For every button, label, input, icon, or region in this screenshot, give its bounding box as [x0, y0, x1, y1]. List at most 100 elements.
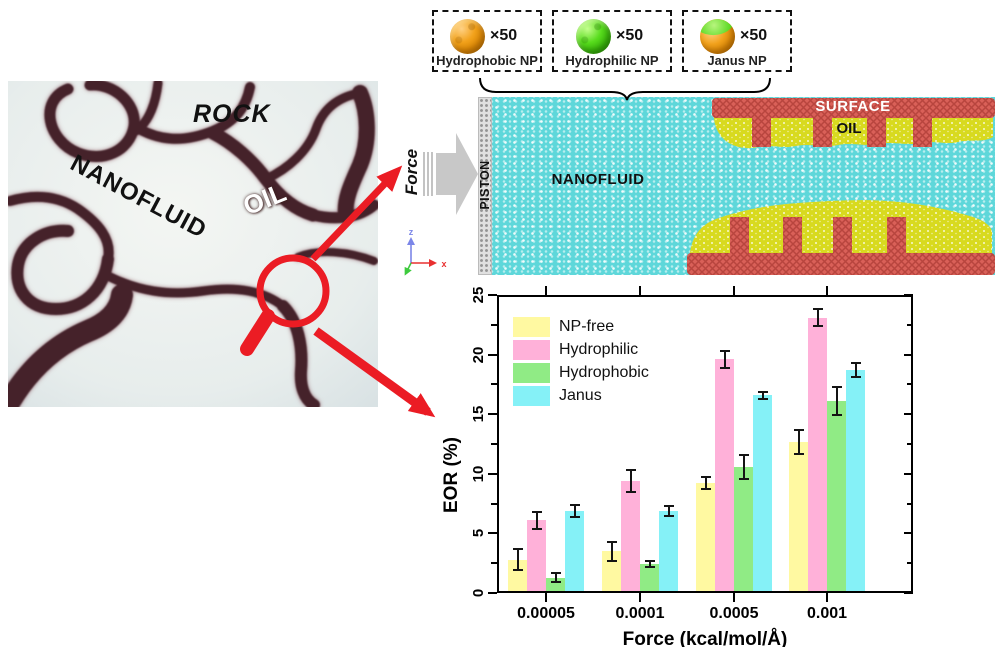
y-major-tick-left [488, 532, 497, 535]
bar-Hydrophilic-0.0001 [621, 480, 640, 593]
y-minor-tick-right [907, 502, 913, 505]
surface-bottom-slab [687, 253, 995, 275]
legend-swatch [513, 386, 550, 406]
error-bar-cap-bottom [625, 490, 636, 493]
error-bar-cap-top [644, 560, 655, 563]
legend-item-Hydrophilic: Hydrophilic [513, 340, 649, 360]
np-name-label: Janus NP [707, 53, 767, 68]
error-bar-cap-top [700, 476, 711, 479]
sim-surface-label: SURFACE [815, 98, 891, 115]
micrograph-image [8, 81, 378, 407]
y-major-tick-left [488, 413, 497, 416]
y-minor-tick-right [907, 443, 913, 445]
np-name-label: Hydrophobic NP [436, 53, 538, 68]
surface-bottom-teeth [730, 217, 906, 255]
x-tick-top [545, 286, 547, 295]
legend-label: Janus [559, 387, 602, 404]
error-bar-cap-bottom [812, 324, 823, 327]
y-minor-tick-right [907, 562, 913, 565]
bar-Hydrophobic-0.001 [827, 401, 846, 593]
error-bar-cap-bottom [606, 559, 617, 562]
error-bar-line [610, 541, 613, 561]
force-arrow-icon [423, 133, 478, 215]
error-bar-cap-top [850, 361, 861, 364]
y-minor-tick-right [907, 323, 913, 326]
error-bar-line [835, 386, 838, 416]
bar-Hydrophobic-0.0005 [734, 466, 753, 593]
eor-bar-chart: NP-free Hydrophilic Hydrophobic Janus EOR (… [430, 285, 1000, 647]
y-minor-tick-left [491, 562, 497, 565]
error-bar-cap-top [531, 510, 542, 513]
np-count-label: ×50 [740, 27, 768, 44]
chart-plot-area: NP-free Hydrophilic Hydrophobic Janus EOR (… [441, 286, 913, 647]
x-tick-bottom [545, 593, 547, 602]
simulation-box: NANOFLUID SURFACE OIL [478, 97, 995, 275]
x-tick-bottom [733, 593, 735, 602]
x-tick-bottom [639, 593, 641, 602]
error-bar-cap-bottom [512, 569, 523, 572]
bar-NP-free-0.001 [789, 441, 808, 593]
error-bar-cap-bottom [831, 414, 842, 417]
bar-NP-free-0.0005 [696, 483, 715, 593]
error-bar-line [704, 477, 707, 490]
error-bar-line [629, 470, 632, 492]
hydrophilic-np-icon [576, 19, 611, 54]
legend-swatch [513, 363, 550, 383]
y-major-tick-left [488, 472, 497, 475]
surface-top-teeth [752, 111, 932, 147]
x-tick-top [733, 286, 735, 295]
error-bar-line [516, 548, 519, 571]
hydrophobic-np-icon [450, 19, 485, 54]
np-count-label: ×50 [490, 27, 518, 44]
y-major-tick-left [488, 353, 497, 356]
error-bar-cap-bottom [719, 366, 730, 369]
axis-x-label: x [441, 259, 446, 269]
legend-item-Hydrophobic: Hydrophobic [513, 363, 649, 383]
y-minor-tick-left [491, 443, 497, 445]
surface-oil-layer [687, 98, 995, 275]
y-major-tick-right [904, 294, 913, 296]
error-bar-line [573, 504, 576, 517]
error-bar-cap-top [793, 428, 804, 431]
y-minor-tick-left [491, 383, 497, 386]
error-bar-cap-top [512, 547, 523, 550]
janus-np-icon [700, 19, 735, 54]
photo-label-rock: ROCK [193, 100, 271, 128]
error-bar-cap-bottom [700, 488, 711, 491]
error-bar-line [554, 573, 557, 582]
micrograph-background [8, 81, 378, 407]
y-major-tick-left [488, 592, 497, 594]
error-bar-cap-top [606, 540, 617, 543]
error-bar-cap-bottom [850, 376, 861, 379]
error-bar-cap-top [757, 390, 768, 393]
error-bar-line [854, 362, 857, 378]
y-minor-tick-left [491, 502, 497, 505]
axis-y-arrow [404, 262, 412, 276]
error-bar-cap-bottom [738, 477, 749, 480]
y-tick-label: 5 [470, 529, 487, 538]
x-axis-title: Force (kcal/mol/Å) [622, 629, 788, 647]
np-name-label: Hydrophilic NP [565, 53, 659, 68]
np-box-hydrophobic: ×50 Hydrophobic NP [432, 10, 542, 72]
error-bar-line [667, 505, 670, 516]
error-bar-cap-top [831, 385, 842, 388]
y-major-tick-right [904, 592, 913, 594]
error-bar-line [797, 429, 800, 454]
error-bar-cap-bottom [531, 527, 542, 530]
bar-Janus-0.0005 [753, 395, 772, 593]
y-minor-tick-left [491, 323, 497, 326]
bar-Hydrophobic-0.0001 [640, 564, 659, 593]
y-major-tick-right [904, 353, 913, 356]
bar-NP-free-0.00005 [508, 559, 527, 593]
error-bar-cap-bottom [644, 566, 655, 569]
sim-nanofluid-label: NANOFLUID [551, 171, 645, 188]
y-major-tick-right [904, 472, 913, 475]
y-tick-label: 15 [470, 405, 487, 423]
error-bar-cap-bottom [550, 580, 561, 583]
error-bar-line [742, 454, 745, 479]
error-bar-line [648, 561, 651, 568]
error-bar-cap-top [812, 308, 823, 311]
error-bar-cap-bottom [569, 515, 580, 518]
axis-gizmo: z x [404, 227, 447, 276]
